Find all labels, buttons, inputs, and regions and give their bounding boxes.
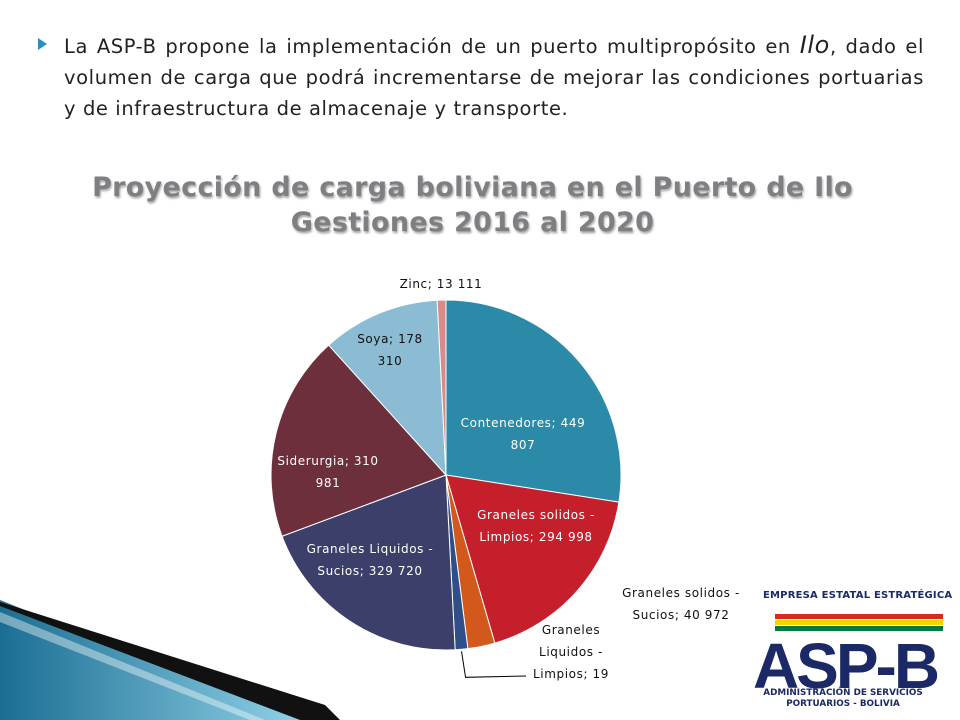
ribbon-highlight [0,612,265,720]
pie-label-soya-1: Soya; 178 [357,332,423,346]
logo-top-text: EMPRESA ESTATAL ESTRATÉGICA [763,590,953,601]
pie-slice-graneles-solidos-limpios [445,474,620,644]
ribbon-black [0,602,340,720]
pie-labels: Contenedores; 449 807 Graneles solidos - Li… [277,277,740,681]
pie-label-siderurgia-2: 981 [316,476,341,490]
chart-title-line2: Gestiones 2016 al 2020 [290,207,655,238]
pie-label-graneles-solidos-limpios-1: Graneles solidos - [477,508,595,522]
pie-label-graneles-solidos-limpios-2: Limpios; 294 998 [479,530,592,544]
logo-sub-line2: PORTUARIOS - BOLIVIA [786,699,900,709]
logo-stripe-yellow [775,620,943,625]
logo-subtitle: ADMINISTRACIÓN DE SERVICIOS PORTUARIOS -… [753,688,933,710]
pie-slice-graneles-liquidos-sucios [281,474,456,651]
chart-title: Proyección de carga boliviana en el Puer… [0,170,945,240]
bullet-arrow-icon [38,38,47,50]
leader-line-graneles-liquidos-limpios [461,651,527,678]
pie-slice-contenedores [445,299,622,503]
logo-main-text: ASP-B [753,630,938,702]
logo-stripe-green [775,626,943,631]
pie-slices [270,299,622,651]
pie-slice-soya [327,299,447,477]
bullet-text-ilo: Ilo [799,31,830,59]
pie-label-graneles-solidos-sucios-2: Sucios; 40 972 [633,608,730,622]
bullet-paragraph: La ASP-B propone la implementación de un… [64,30,924,124]
pie-label-graneles-liquidos-limpios-1: Graneles [542,623,600,637]
chart-title-line1: Proyección de carga boliviana en el Puer… [92,172,853,203]
logo-sub-line1: ADMINISTRACIÓN DE SERVICIOS [763,688,923,698]
pie-slice-siderurgia [270,344,447,537]
logo-graphic: ASP-B [753,614,943,702]
logo-stripe-red [775,614,943,619]
pie-label-graneles-liquidos-sucios-1: Graneles Liquidos - [307,542,434,556]
bullet-text-end: , dado el volumen de carga que podrá inc… [64,35,924,120]
pie-label-graneles-liquidos-limpios-2: Liquidos - [539,645,603,659]
pie-label-contenedores-1: Contenedores; 449 [461,416,586,430]
pie-slice-zinc [436,299,447,476]
pie-label-zinc-1: Zinc; 13 111 [400,277,483,291]
bullet-text-start: La ASP-B propone la implementación de un… [64,35,800,58]
pie-label-graneles-liquidos-limpios-3: Limpios; 19 [533,667,609,681]
pie-label-contenedores-2: 807 [511,438,536,452]
pie-label-graneles-liquidos-sucios-2: Sucios; 329 720 [317,564,422,578]
pie-label-soya-2: 310 [378,354,403,368]
aspb-logo: EMPRESA ESTATAL ESTRATÉGICA ASP-B ADMINI… [745,588,952,716]
pie-label-graneles-solidos-sucios-1: Graneles solidos - [622,586,740,600]
pie-label-siderurgia-1: Siderurgia; 310 [277,454,378,468]
